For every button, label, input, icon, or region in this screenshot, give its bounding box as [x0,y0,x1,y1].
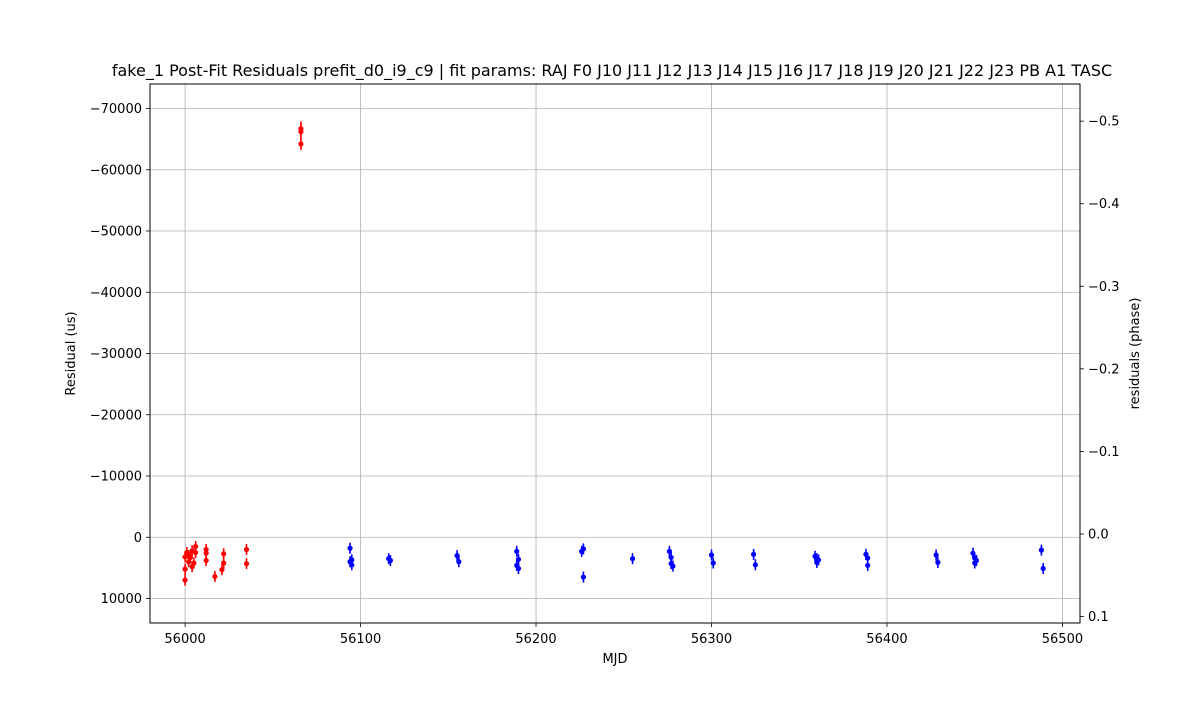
data-points [182,121,1046,586]
data-point [933,552,939,558]
data-point [865,562,871,569]
data-point [514,548,520,554]
grid-lines [150,84,1080,623]
data-point [298,141,304,147]
y2-tick-label: −0.2 [1088,362,1120,377]
data-point [456,559,462,565]
data-point [973,557,980,564]
data-point [243,560,250,567]
chart-title: fake_1 Post-Fit Residuals prefit_d0_i9_c… [112,61,1112,81]
x-tick-label: 56400 [866,632,907,647]
y2-tick-label: −0.3 [1088,280,1120,295]
data-point [182,566,188,572]
y2-tick-label: −0.4 [1088,197,1120,212]
data-point [580,546,587,552]
y-tick-label: −70000 [90,102,142,117]
data-point [580,574,587,580]
y-tick-label: −30000 [90,347,142,362]
data-point [243,546,250,553]
data-point [935,559,941,565]
data-point [298,129,304,135]
x-tick-label: 56500 [1042,632,1083,647]
data-point [193,549,199,556]
y2-tick-label: 0.1 [1088,610,1109,625]
data-point [1040,565,1046,572]
y-tick-label: 10000 [101,592,142,607]
x-tick-label: 56000 [164,632,205,647]
data-point [515,565,522,572]
data-point [710,560,716,566]
data-point [670,563,676,569]
y2-tick-label: −0.5 [1088,115,1120,130]
data-point [191,560,197,566]
x-axis-label: MJD [602,652,627,667]
y-tick-label: −40000 [90,286,142,301]
y-tick-label: 0 [134,531,142,546]
data-point [203,550,209,556]
data-point [212,573,218,580]
data-point [221,551,227,557]
data-point [865,555,871,561]
data-point [815,557,822,563]
axes: 56000 56100 56200 56300 56400 56500 10000 0 −100… [90,102,1120,647]
x-tick-label: 56100 [340,632,381,647]
x-tick-label: 56300 [691,632,732,647]
data-point [387,557,393,564]
y-tick-label: −20000 [90,408,142,423]
data-point [515,556,522,562]
data-point [347,545,353,551]
data-point [708,552,715,558]
data-point [203,557,209,564]
data-point [221,560,227,566]
y-tick-label: −50000 [90,225,142,240]
data-point [182,577,188,583]
y2-tick-label: 0.0 [1088,527,1109,542]
x-tick-label: 56200 [515,632,556,647]
data-point [752,562,758,568]
y-tick-label: −10000 [90,470,142,485]
y2-tick-label: −0.1 [1088,445,1120,460]
data-point [1038,547,1044,553]
y2-axis-label: residuals (phase) [1128,298,1143,410]
data-point [751,551,757,558]
y-axis-label: Residual (us) [64,311,79,395]
data-point [193,543,199,550]
data-point [349,557,355,563]
data-point [629,556,636,562]
data-point [668,554,674,561]
y-tick-label: −60000 [90,163,142,178]
